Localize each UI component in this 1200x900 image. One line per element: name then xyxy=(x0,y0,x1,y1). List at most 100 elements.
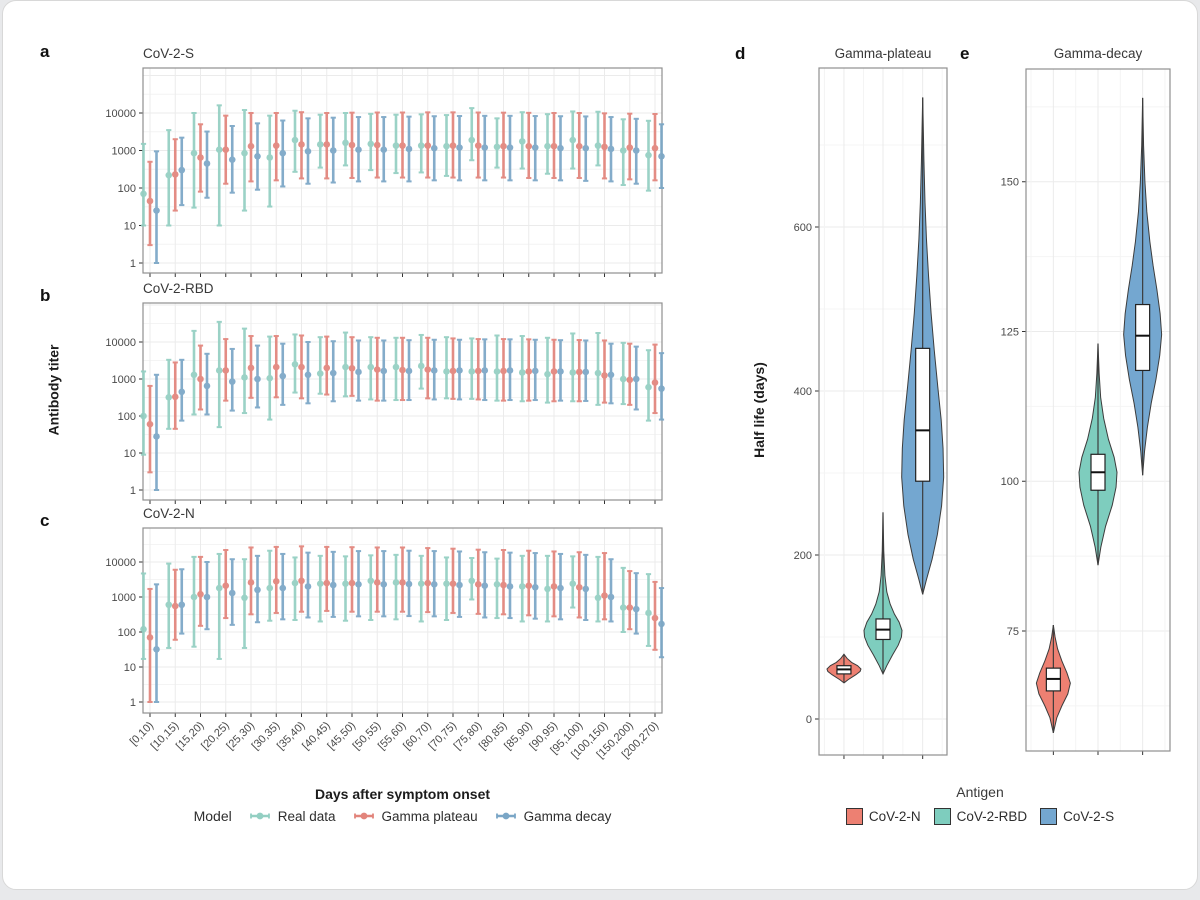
panel-a-chart: 1 10 100 1000 10000 xyxy=(105,67,665,277)
data-point xyxy=(399,366,406,374)
data-point xyxy=(506,583,514,590)
data-point xyxy=(399,579,406,586)
series-real-data xyxy=(140,104,652,227)
data-point xyxy=(569,369,577,376)
data-point xyxy=(619,147,627,154)
data-point xyxy=(140,625,147,633)
data-point xyxy=(146,197,154,205)
data-point xyxy=(153,207,160,214)
data-point xyxy=(197,154,204,161)
y-axis-tick-label: 1000 xyxy=(112,592,136,604)
data-point xyxy=(569,136,577,144)
y-axis-tick-label: 10 xyxy=(124,662,136,674)
legend-label: CoV-2-N xyxy=(868,809,921,824)
data-point xyxy=(266,584,274,592)
y-axis-tick-label: 125 xyxy=(1001,326,1019,338)
y-axis-tick-label: 150 xyxy=(1001,177,1019,189)
data-point xyxy=(474,367,482,375)
y-axis-tick-label: 200 xyxy=(794,550,812,562)
data-point xyxy=(481,144,489,151)
data-point xyxy=(203,593,211,601)
data-point xyxy=(601,143,608,151)
data-point xyxy=(222,367,230,374)
data-point xyxy=(525,142,533,150)
legend-item-real-data: Real data xyxy=(248,809,336,824)
data-point xyxy=(607,145,615,153)
data-point xyxy=(575,142,583,150)
y-axis-tick-label: 75 xyxy=(1007,626,1019,638)
y-axis-tick-label: 0 xyxy=(806,714,812,726)
data-point xyxy=(304,583,312,590)
data-point xyxy=(304,371,312,379)
data-point xyxy=(651,614,659,622)
y-axis-tick-label: 1 xyxy=(130,485,136,497)
legend-label: Gamma plateau xyxy=(381,808,478,824)
data-point xyxy=(626,144,634,151)
panel-border xyxy=(1025,68,1171,752)
data-point xyxy=(493,581,501,588)
data-point xyxy=(298,141,305,148)
data-point xyxy=(279,584,287,592)
data-point xyxy=(619,375,627,383)
y-axis-tick-label: 100 xyxy=(118,411,136,423)
data-point xyxy=(298,363,305,371)
data-point xyxy=(500,142,507,150)
data-point xyxy=(247,579,255,586)
y-axis-tick-label: 10 xyxy=(124,220,136,232)
data-point xyxy=(272,363,280,371)
data-point xyxy=(518,138,526,145)
data-point xyxy=(348,141,356,149)
data-point xyxy=(392,579,400,586)
data-point xyxy=(140,412,147,420)
y-axis-tick-label: 400 xyxy=(794,386,812,398)
data-point xyxy=(645,151,652,159)
data-point xyxy=(525,368,533,375)
panel-border xyxy=(818,67,948,756)
data-point xyxy=(329,581,337,589)
data-point xyxy=(424,142,432,149)
color-swatch xyxy=(1040,808,1058,825)
data-point xyxy=(582,144,590,152)
data-point xyxy=(266,374,274,382)
data-point xyxy=(241,594,248,602)
y-axis-tick-label: 100 xyxy=(118,183,136,195)
series-real-data xyxy=(140,320,652,456)
data-point xyxy=(178,166,186,174)
data-point xyxy=(215,584,223,592)
panel-d-title: Gamma-plateau xyxy=(834,46,932,61)
panel-b-chart: 1 10 100 1000 10000 xyxy=(105,302,665,504)
pointrange-icon xyxy=(495,812,516,820)
box-plot xyxy=(915,347,931,482)
data-point xyxy=(430,581,438,588)
data-point xyxy=(417,142,425,149)
data-point xyxy=(506,367,514,374)
data-point xyxy=(165,601,173,609)
data-point xyxy=(626,604,634,611)
panel-d-chart: 0 200 400 600 xyxy=(794,67,948,759)
data-point xyxy=(474,142,482,149)
y-axis-tick-label: 1 xyxy=(130,697,136,709)
data-point xyxy=(619,604,627,611)
data-point xyxy=(430,144,438,152)
series-gamma-decay xyxy=(153,549,665,703)
pointrange-icon xyxy=(353,812,374,820)
data-point xyxy=(405,580,413,588)
data-point xyxy=(254,375,261,383)
data-point xyxy=(575,583,583,591)
data-point xyxy=(424,366,432,373)
data-point xyxy=(417,580,425,587)
y-axis-tick-label: 100 xyxy=(118,627,136,639)
data-point xyxy=(449,367,457,375)
data-point xyxy=(291,579,299,587)
data-point xyxy=(178,388,186,396)
data-point xyxy=(544,370,551,378)
data-point xyxy=(557,144,564,152)
violin-cov-2-s xyxy=(901,97,945,595)
data-point xyxy=(323,579,331,587)
data-point xyxy=(373,366,381,373)
data-point xyxy=(424,579,432,587)
data-point xyxy=(323,364,331,372)
y-axis-title-right: Half life (days) xyxy=(751,362,768,458)
data-point xyxy=(518,369,526,376)
data-point xyxy=(449,580,457,587)
